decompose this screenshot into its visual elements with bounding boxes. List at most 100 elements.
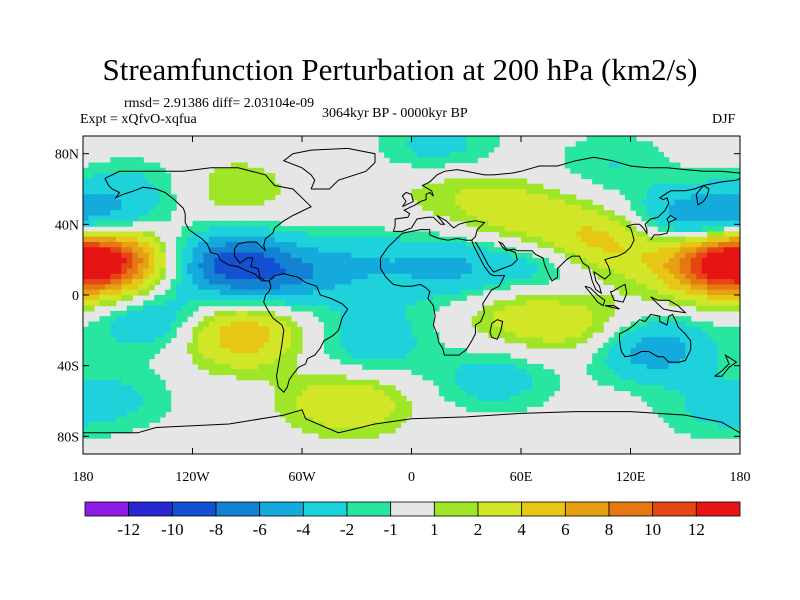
field-cell <box>608 379 615 386</box>
field-cell <box>395 236 402 243</box>
field-cell <box>433 194 440 201</box>
field-cell <box>165 321 172 328</box>
field-cell <box>329 342 336 349</box>
field-cell <box>318 279 325 285</box>
field-cell <box>674 358 681 365</box>
field-cell <box>373 363 380 370</box>
field-cell <box>603 363 610 370</box>
field-cell <box>318 252 325 259</box>
field-cell <box>269 326 276 333</box>
field-cell <box>488 310 495 317</box>
field-cell <box>323 337 330 344</box>
field-cell <box>619 141 626 148</box>
field-cell <box>608 273 615 280</box>
field-cell <box>263 295 270 301</box>
field-cell <box>93 363 101 370</box>
field-cell <box>690 348 697 354</box>
field-cell <box>416 326 424 333</box>
field-cell <box>345 316 352 323</box>
field-cell <box>614 348 621 354</box>
field-cell <box>718 358 725 365</box>
field-cell <box>143 247 150 254</box>
field-cell <box>148 252 155 259</box>
field-cell <box>635 321 643 328</box>
field-cell <box>176 273 183 280</box>
field-cell <box>334 379 341 386</box>
field-cell <box>406 406 413 413</box>
field-cell <box>340 273 347 280</box>
field-cell <box>635 326 643 333</box>
field-cell <box>438 369 445 376</box>
field-cell <box>548 220 555 227</box>
field-cell <box>641 363 648 370</box>
field-cell <box>384 390 391 397</box>
field-cell <box>603 316 610 323</box>
field-cell <box>592 136 599 142</box>
field-cell <box>531 273 539 280</box>
field-cell <box>219 348 226 354</box>
field-cell <box>154 300 161 307</box>
field-cell <box>323 279 330 285</box>
field-cell <box>236 236 243 243</box>
field-cell <box>329 416 336 423</box>
field-cell <box>334 374 341 381</box>
field-cell <box>115 422 122 429</box>
field-cell <box>570 215 577 222</box>
field-cell <box>241 300 248 307</box>
field-cell <box>334 432 341 439</box>
field-cell <box>340 295 347 301</box>
field-cell <box>296 411 303 418</box>
field-cell <box>630 379 637 386</box>
field-cell <box>641 162 648 169</box>
field-cell <box>482 204 489 211</box>
field-cell <box>269 369 276 376</box>
field-cell <box>126 348 133 354</box>
field-cell <box>181 263 188 270</box>
field-cell <box>154 189 161 195</box>
field-cell <box>526 257 533 264</box>
field-cell <box>592 146 599 153</box>
field-cell <box>356 300 363 307</box>
field-cell <box>701 194 708 201</box>
field-cell <box>668 422 675 429</box>
field-cell <box>701 416 708 423</box>
field-cell <box>488 178 495 185</box>
field-cell <box>334 289 341 296</box>
field-cell <box>455 189 462 195</box>
field-cell <box>433 157 440 164</box>
field-cell <box>115 337 122 344</box>
field-cell <box>274 183 281 190</box>
field-cell <box>99 427 106 434</box>
field-cell <box>154 295 161 301</box>
field-cell <box>110 332 117 338</box>
field-cell <box>99 353 106 360</box>
field-cell <box>88 194 95 201</box>
field-cell <box>455 183 462 190</box>
field-cell <box>274 326 281 333</box>
field-cell <box>734 220 740 227</box>
field-cell <box>187 295 194 301</box>
field-cell <box>493 199 500 206</box>
field-cell <box>707 427 714 434</box>
field-cell <box>444 157 451 164</box>
field-cell <box>581 215 588 222</box>
field-cell <box>104 215 111 222</box>
field-cell <box>121 401 128 407</box>
field-cell <box>340 332 347 338</box>
field-cell <box>143 353 150 360</box>
field-cell <box>460 385 467 391</box>
field-cell <box>712 273 719 280</box>
field-cell <box>203 220 210 227</box>
field-cell <box>537 326 544 333</box>
field-cell <box>712 395 719 402</box>
field-cell <box>126 204 133 211</box>
field-cell <box>93 321 101 328</box>
field-cell <box>586 295 593 301</box>
field-cell <box>411 284 418 291</box>
field-cell <box>236 252 243 259</box>
field-cell <box>378 289 385 296</box>
field-cell <box>99 215 106 222</box>
field-cell <box>400 358 407 365</box>
field-cell <box>696 189 703 195</box>
field-cell <box>126 210 133 217</box>
